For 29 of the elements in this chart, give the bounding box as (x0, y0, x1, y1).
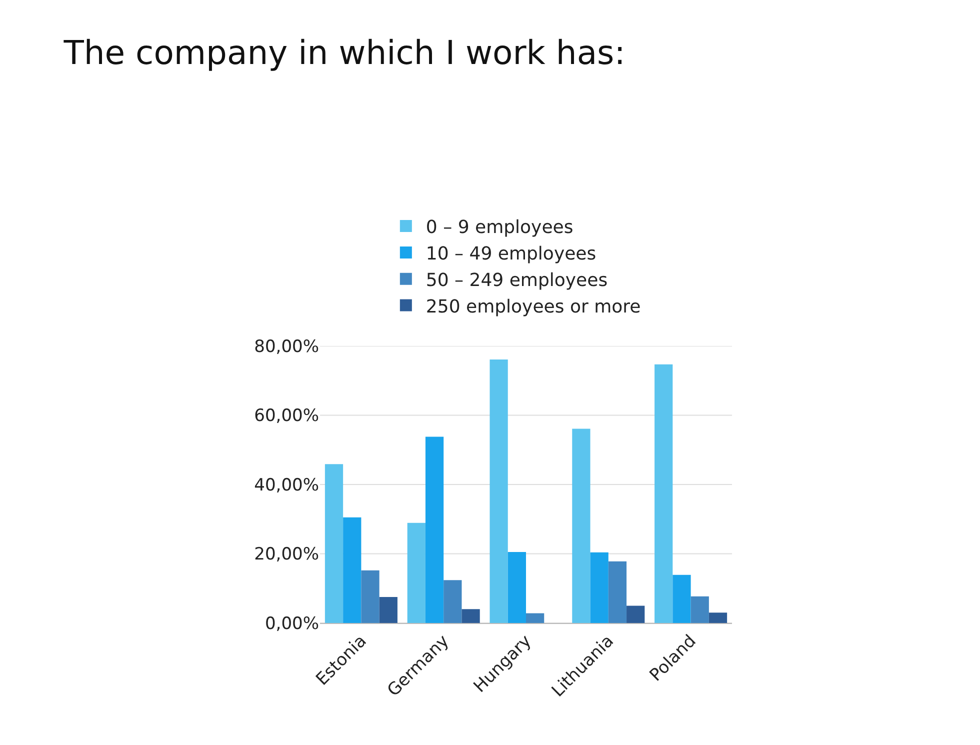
bar (572, 428, 590, 623)
y-tick-label: 80,00% (254, 336, 319, 357)
bar (608, 561, 627, 623)
bar (526, 613, 544, 623)
bar (626, 606, 645, 623)
bar (708, 612, 728, 623)
bar (343, 517, 362, 623)
bar (324, 464, 344, 623)
bar (462, 609, 480, 623)
legend-label: 50 – 249 employees (426, 270, 608, 291)
bar (490, 360, 508, 623)
legend-label: 0 – 9 employees (426, 217, 574, 238)
bar (361, 570, 380, 623)
bar (508, 552, 526, 623)
bar (590, 552, 608, 623)
y-tick-label: 60,00% (254, 406, 319, 426)
legend-label: 250 employees or more (426, 296, 641, 318)
bar (654, 364, 673, 623)
bar (407, 522, 426, 623)
chart-title: The company in which I work has: (62, 33, 626, 72)
bar (379, 597, 398, 623)
bar (444, 580, 462, 623)
y-tick-label: 40,00% (254, 475, 319, 496)
bar (425, 436, 444, 623)
bar (690, 596, 709, 623)
bar (672, 574, 691, 623)
y-tick-label: 20,00% (254, 544, 319, 565)
y-tick-label: 0,00% (264, 614, 319, 634)
legend-label: 10 – 49 employees (426, 243, 596, 264)
